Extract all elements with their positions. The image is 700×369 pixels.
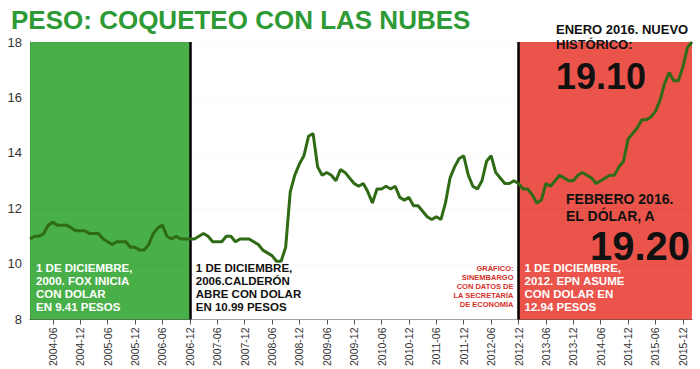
svg-text:2007-06: 2007-06 [211, 327, 223, 366]
svg-text:19.20: 19.20 [590, 224, 690, 268]
svg-text:19.10: 19.10 [556, 56, 646, 97]
svg-text:LA SECRETARÍA: LA SECRETARÍA [454, 291, 515, 300]
svg-text:2012. EPN ASUME: 2012. EPN ASUME [525, 275, 625, 287]
svg-text:14: 14 [8, 145, 22, 160]
svg-text:10: 10 [8, 256, 22, 271]
svg-text:DE ECONOMÍA: DE ECONOMÍA [460, 300, 514, 309]
svg-text:ENERO 2016. NUEVO: ENERO 2016. NUEVO [556, 22, 688, 37]
svg-text:EL DÓLAR, A: EL DÓLAR, A [566, 207, 655, 224]
svg-text:GRÁFICO:: GRÁFICO: [476, 264, 513, 273]
svg-text:HISTÓRICO:: HISTÓRICO: [556, 37, 633, 52]
svg-text:2000. FOX INICIA: 2000. FOX INICIA [36, 275, 129, 287]
svg-text:2004-12: 2004-12 [74, 327, 86, 366]
svg-text:2010-12: 2010-12 [403, 327, 415, 366]
svg-text:2004-06: 2004-06 [47, 327, 59, 366]
svg-text:2007-12: 2007-12 [239, 327, 251, 366]
svg-text:2013-12: 2013-12 [567, 327, 579, 366]
svg-text:CON DOLAR: CON DOLAR [36, 288, 106, 300]
svg-text:CON DATOS DE: CON DATOS DE [457, 282, 514, 291]
svg-text:1 DE DICIEMBRE,: 1 DE DICIEMBRE, [196, 262, 292, 274]
svg-text:8: 8 [15, 312, 22, 327]
svg-text:2012-12: 2012-12 [513, 327, 525, 366]
svg-text:2014-06: 2014-06 [595, 327, 607, 366]
svg-text:CON DOLAR EN: CON DOLAR EN [525, 288, 614, 300]
svg-text:2015-06: 2015-06 [649, 327, 661, 366]
svg-text:2011-12: 2011-12 [458, 327, 470, 365]
svg-text:PESO: COQUETEO CON LAS NUBES: PESO: COQUETEO CON LAS NUBES [11, 5, 470, 35]
svg-text:EN 9.41 PESOS: EN 9.41 PESOS [36, 301, 121, 313]
svg-text:2014-12: 2014-12 [622, 327, 634, 366]
svg-text:2006-12: 2006-12 [184, 327, 196, 366]
svg-text:FEBRERO 2016.: FEBRERO 2016. [566, 191, 673, 207]
svg-text:SINEMBARGO: SINEMBARGO [462, 273, 514, 282]
svg-text:2008-06: 2008-06 [266, 327, 278, 366]
svg-text:2009-12: 2009-12 [348, 327, 360, 366]
svg-text:18: 18 [8, 35, 22, 50]
svg-text:16: 16 [8, 90, 22, 105]
svg-text:2006.CALDERÓN: 2006.CALDERÓN [196, 275, 290, 287]
svg-text:1 DE DICIEMBRE,: 1 DE DICIEMBRE, [36, 262, 133, 274]
svg-text:2013-06: 2013-06 [540, 327, 552, 366]
svg-text:2005-12: 2005-12 [129, 327, 141, 366]
svg-text:2011-06: 2011-06 [430, 327, 442, 365]
svg-text:EN 10.99 PESOS: EN 10.99 PESOS [196, 301, 287, 313]
svg-text:2006-06: 2006-06 [156, 327, 168, 366]
svg-text:2012-06: 2012-06 [485, 327, 497, 366]
svg-text:2009-06: 2009-06 [321, 327, 333, 366]
svg-text:2015-12: 2015-12 [677, 327, 689, 366]
svg-text:ABRE CON DOLAR: ABRE CON DOLAR [196, 288, 302, 300]
svg-text:1 DE DICIEMBRE,: 1 DE DICIEMBRE, [524, 262, 621, 274]
svg-text:2005-06: 2005-06 [102, 327, 114, 366]
svg-text:2008-12: 2008-12 [293, 327, 305, 366]
svg-text:12.94 PESOS: 12.94 PESOS [525, 301, 597, 313]
svg-text:12: 12 [8, 201, 22, 216]
svg-text:2010-06: 2010-06 [376, 327, 388, 366]
